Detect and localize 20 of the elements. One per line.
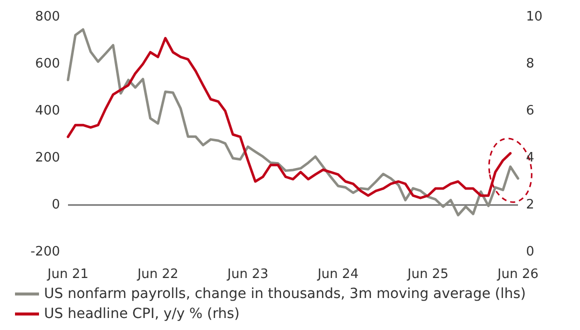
legend-label: US nonfarm payrolls, change in thousands, 3m moving average (lhs) [44, 286, 526, 302]
y-tick-label: 800 [35, 10, 60, 24]
legend-label: US headline CPI, y/y % (rhs) [44, 306, 240, 322]
y2-tick-label: 0 [526, 244, 534, 260]
x-tick-label: Jun 22 [136, 267, 178, 282]
y2-tick-label: 8 [526, 56, 534, 72]
y2-tick-label: 2 [526, 198, 534, 212]
y-tick-label: 400 [35, 104, 60, 118]
x-tick-label: Jun 23 [226, 267, 268, 282]
y-tick-label: 200 [35, 150, 60, 166]
y-tick-label: -200 [30, 244, 60, 260]
y-tick-label: 600 [35, 56, 60, 72]
y2-tick-label: 4 [526, 150, 534, 166]
x-tick-label: Jun 24 [316, 267, 359, 282]
x-tick-label: Jun 25 [406, 267, 449, 282]
y-tick-label: 0 [52, 198, 60, 212]
y2-tick-label: 10 [526, 10, 543, 24]
x-tick-label: Jun 21 [46, 267, 88, 282]
x-tick-label: Jun 26 [496, 267, 538, 282]
y2-tick-label: 6 [526, 104, 534, 118]
